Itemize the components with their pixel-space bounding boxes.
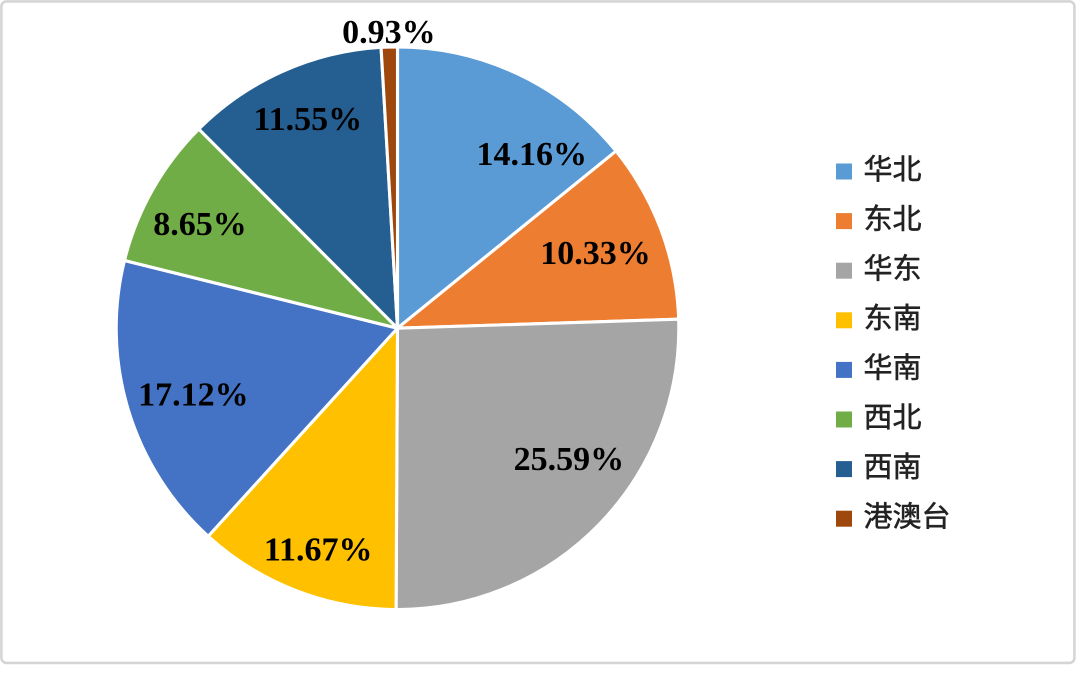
svg-text:8.65%: 8.65% xyxy=(153,206,247,243)
svg-text:25.59%: 25.59% xyxy=(514,441,625,478)
svg-text:0.93%: 0.93% xyxy=(342,14,436,51)
svg-text:14.16%: 14.16% xyxy=(476,136,587,173)
svg-text:17.12%: 17.12% xyxy=(138,376,249,413)
svg-text:11.55%: 11.55% xyxy=(253,101,362,138)
svg-text:10.33%: 10.33% xyxy=(540,235,651,272)
svg-text:11.67%: 11.67% xyxy=(264,532,373,569)
